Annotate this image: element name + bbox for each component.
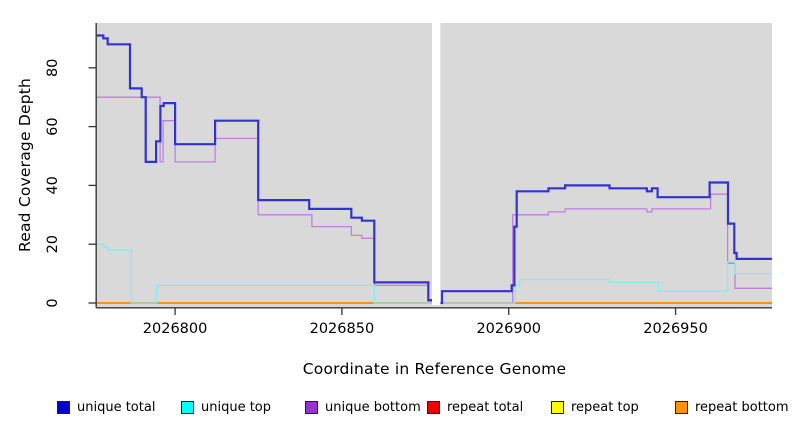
- series-unique-top: [97, 243, 432, 304]
- legend-item-unique-bottom: unique bottom: [305, 399, 421, 415]
- legend-swatch-icon: [675, 400, 688, 414]
- y-tick-label: 80: [45, 59, 61, 77]
- legend-swatch-icon: [57, 400, 70, 414]
- legend-item-label: unique total: [77, 399, 156, 415]
- legend-swatch-icon: [427, 400, 440, 414]
- legend-item-unique-total: unique total: [57, 399, 156, 415]
- legend-item-unique-top: unique top: [181, 399, 272, 415]
- y-tick-label: 0: [45, 298, 61, 307]
- legend-item-label: unique top: [201, 399, 272, 415]
- legend-swatch-icon: [181, 400, 194, 414]
- legend: unique total unique top unique bottom repea…: [0, 400, 792, 418]
- series-unique-bottom: [440, 193, 772, 304]
- legend-item-label: repeat top: [571, 399, 639, 415]
- series-unique-total: [97, 34, 432, 302]
- series-unique-total: [440, 181, 772, 305]
- series-group: [97, 34, 772, 305]
- y-tick-label: 40: [45, 176, 61, 194]
- legend-item-repeat-total: repeat total: [427, 399, 524, 415]
- y-tick-label: 60: [45, 117, 61, 135]
- legend-swatch-icon: [305, 400, 318, 414]
- x-tick-label: 2026800: [143, 321, 208, 337]
- no-data-gap: [431, 21, 441, 305]
- legend-item-repeat-top: repeat top: [551, 399, 639, 415]
- x-tick-label: 2026850: [310, 321, 375, 337]
- series-unique-top: [440, 261, 772, 304]
- y-tick-label: 20: [45, 235, 61, 253]
- x-tick-label: 2026950: [643, 321, 708, 337]
- x-tick-label: 2026900: [476, 321, 541, 337]
- legend-item-label: repeat bottom: [695, 399, 789, 415]
- legend-item-repeat-bottom: repeat bottom: [675, 399, 789, 415]
- legend-swatch-icon: [551, 400, 564, 414]
- x-axis-title: Coordinate in Reference Genome: [302, 360, 567, 378]
- legend-item-label: unique bottom: [325, 399, 421, 415]
- y-axis-title: Read Coverage Depth: [16, 77, 34, 253]
- legend-item-label: repeat total: [447, 399, 524, 415]
